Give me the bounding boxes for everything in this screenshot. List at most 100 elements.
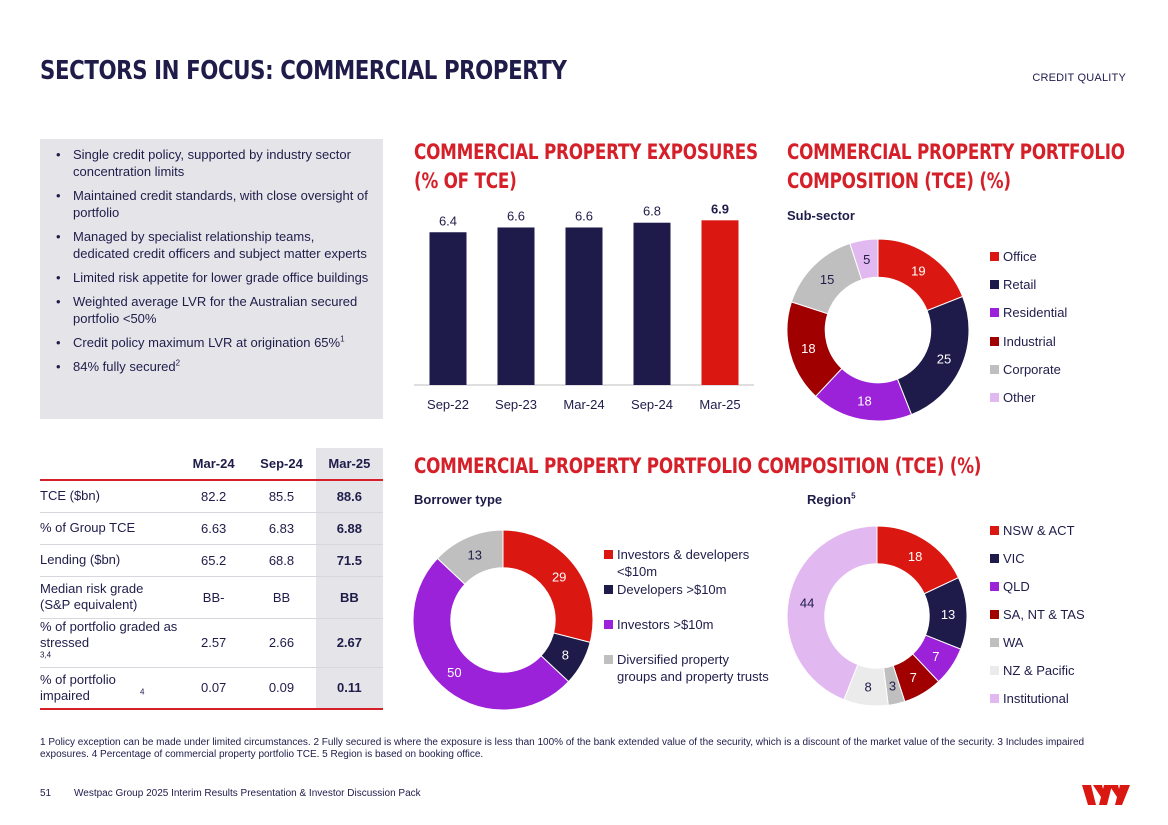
legend-swatch [990, 582, 999, 591]
legend-swatch [990, 308, 999, 317]
footer: 51 Westpac Group 2025 Interim Results Pre… [40, 788, 421, 799]
legend-swatch [990, 694, 999, 703]
table-cell: 0.07 [180, 666, 248, 709]
key-point-text: 84% fully secured [73, 359, 176, 374]
slice-value-label: 29 [552, 569, 566, 584]
row-label: % of Group TCE [40, 511, 180, 544]
row-label: % of portfolio graded as stressed3,4 [40, 617, 180, 667]
key-points-panel: Single credit policy, supported by indus… [40, 139, 383, 419]
donut-slice [502, 529, 594, 643]
slice-value-label: 25 [937, 352, 951, 367]
composition-title-line2: COMPOSITION (TCE) (%) [787, 169, 1011, 193]
table-cell: 0.11 [315, 666, 383, 709]
legend-item: NZ & Pacific [990, 662, 1075, 679]
legend-item: Corporate [990, 361, 1061, 378]
bar-value-label: 6.6 [507, 208, 525, 223]
row-label-text: % of Group TCE [40, 520, 136, 535]
key-point-text: Limited risk appetite for lower grade of… [73, 270, 369, 285]
legend-swatch [990, 526, 999, 535]
footnote-ref: 1 [340, 334, 345, 344]
table-row: % of portfolio impaired 4 0.07 0.09 0.11 [40, 666, 383, 709]
table-header-cell: Mar-25 [315, 448, 383, 480]
table-cell: 6.83 [247, 511, 316, 544]
table-header-cell: Sep-24 [260, 456, 303, 471]
table-cell: BB [247, 575, 316, 618]
row-label-text: TCE ($bn) [40, 488, 100, 504]
legend-label: Corporate [1003, 362, 1061, 377]
row-label: TCE ($bn) [40, 479, 180, 512]
legend-item: VIC [990, 550, 1025, 567]
key-point-item: Weighted average LVR for the Australian … [56, 293, 373, 327]
donut-slice [436, 529, 504, 585]
legend-label: Diversified property [617, 652, 729, 667]
legend-item: Industrial [990, 333, 1056, 350]
table-cell: 71.5 [315, 543, 383, 576]
metrics-table: Mar-24 Sep-24 Mar-25 TCE ($bn) 82.2 85.5 88… [40, 448, 383, 710]
legend-label: SA, NT & TAS [1003, 607, 1085, 622]
table-cell: 2.67 [315, 617, 383, 667]
region-label-text: Region [807, 492, 852, 507]
legend-item: Institutional [990, 690, 1069, 707]
legend-label: Other [1003, 390, 1036, 405]
composition-wide-title: COMMERCIAL PROPERTY PORTFOLIO COMPOSITIO… [414, 454, 982, 478]
table-header-blank [40, 448, 180, 480]
bar-value-label: 6.9 [711, 201, 729, 216]
table-cell: 0.09 [247, 666, 316, 709]
table-cell: 2.66 [247, 617, 316, 667]
slice-value-label: 15 [820, 272, 834, 287]
legend-label: Investors & developers [617, 547, 750, 562]
sub-sector-donut-chart: 19 25 18 18 15 5 [786, 238, 970, 422]
legend-item: Developers >$10m [604, 581, 726, 598]
key-point-item: Single credit policy, supported by indus… [56, 146, 373, 180]
slice-value-label: 7 [932, 649, 939, 664]
row-label-text: % of portfolio impaired [40, 671, 116, 703]
legend-swatch [990, 280, 999, 289]
legend-swatch [604, 585, 613, 594]
slice-value-label: 7 [910, 670, 917, 685]
legend-label: VIC [1003, 551, 1025, 566]
slice-value-label: 18 [857, 394, 871, 409]
table-cell: 6.88 [315, 511, 383, 544]
key-point-text: Maintained credit standards, with close … [73, 188, 368, 220]
category-tick-label: Sep-24 [631, 397, 673, 412]
legend-item: SA, NT & TAS [990, 606, 1085, 623]
section-label: CREDIT QUALITY [1032, 72, 1126, 84]
key-points-list: Single credit policy, supported by indus… [56, 146, 373, 375]
footnote-ref: 4 [140, 687, 145, 697]
donut-slice [849, 238, 879, 281]
slice-value-label: 44 [800, 596, 814, 611]
legend-item: Other [990, 389, 1036, 406]
legend-item: Investors & developers <$10m [604, 546, 749, 580]
legend-item: Investors >$10m [604, 616, 713, 633]
bar [565, 227, 603, 385]
category-tick-label: Mar-24 [563, 397, 604, 412]
key-point-item: Maintained credit standards, with close … [56, 187, 373, 221]
slice-value-label: 13 [468, 548, 482, 563]
slice-value-label: 13 [941, 607, 955, 622]
key-point-text: Single credit policy, supported by indus… [73, 147, 351, 179]
legend-label: groups and property trusts [617, 669, 769, 684]
page-number: 51 [40, 788, 52, 799]
westpac-logo-icon [1082, 785, 1130, 805]
composition-title: COMMERCIAL PROPERTY PORTFOLIO COMPOSITIO… [787, 138, 1125, 196]
legend-label: Investors >$10m [617, 617, 714, 632]
slice-value-label: 8 [562, 647, 569, 662]
key-point-item: Credit policy maximum LVR at origination… [56, 334, 373, 351]
table-cell: 82.2 [180, 479, 248, 512]
key-point-text: Credit policy maximum LVR at origination… [73, 335, 341, 350]
key-point-text: Managed by specialist relationship teams… [73, 229, 367, 261]
legend-item: Diversified property groups and property … [604, 651, 769, 685]
table-row: % of Group TCE 6.63 6.83 6.88 [40, 511, 383, 544]
legend-swatch [990, 638, 999, 647]
table-cell: 65.2 [180, 543, 248, 576]
legend-label: QLD [1003, 579, 1030, 594]
row-label: Median risk grade (S&P equivalent) [40, 575, 180, 618]
row-label-text: % of portfolio graded as stressed [40, 618, 178, 650]
slice-value-label: 3 [889, 678, 896, 693]
exposures-bar-chart: 6.4 Sep-22 6.6 Sep-23 6.6 Mar-24 6.8 Sep-24 6.9 M… [414, 201, 754, 412]
legend-label: <$10m [617, 564, 658, 579]
row-label-text: Lending ($bn) [40, 552, 121, 567]
footnote-ref: 3,4 [40, 650, 52, 660]
key-point-item: Limited risk appetite for lower grade of… [56, 269, 373, 286]
